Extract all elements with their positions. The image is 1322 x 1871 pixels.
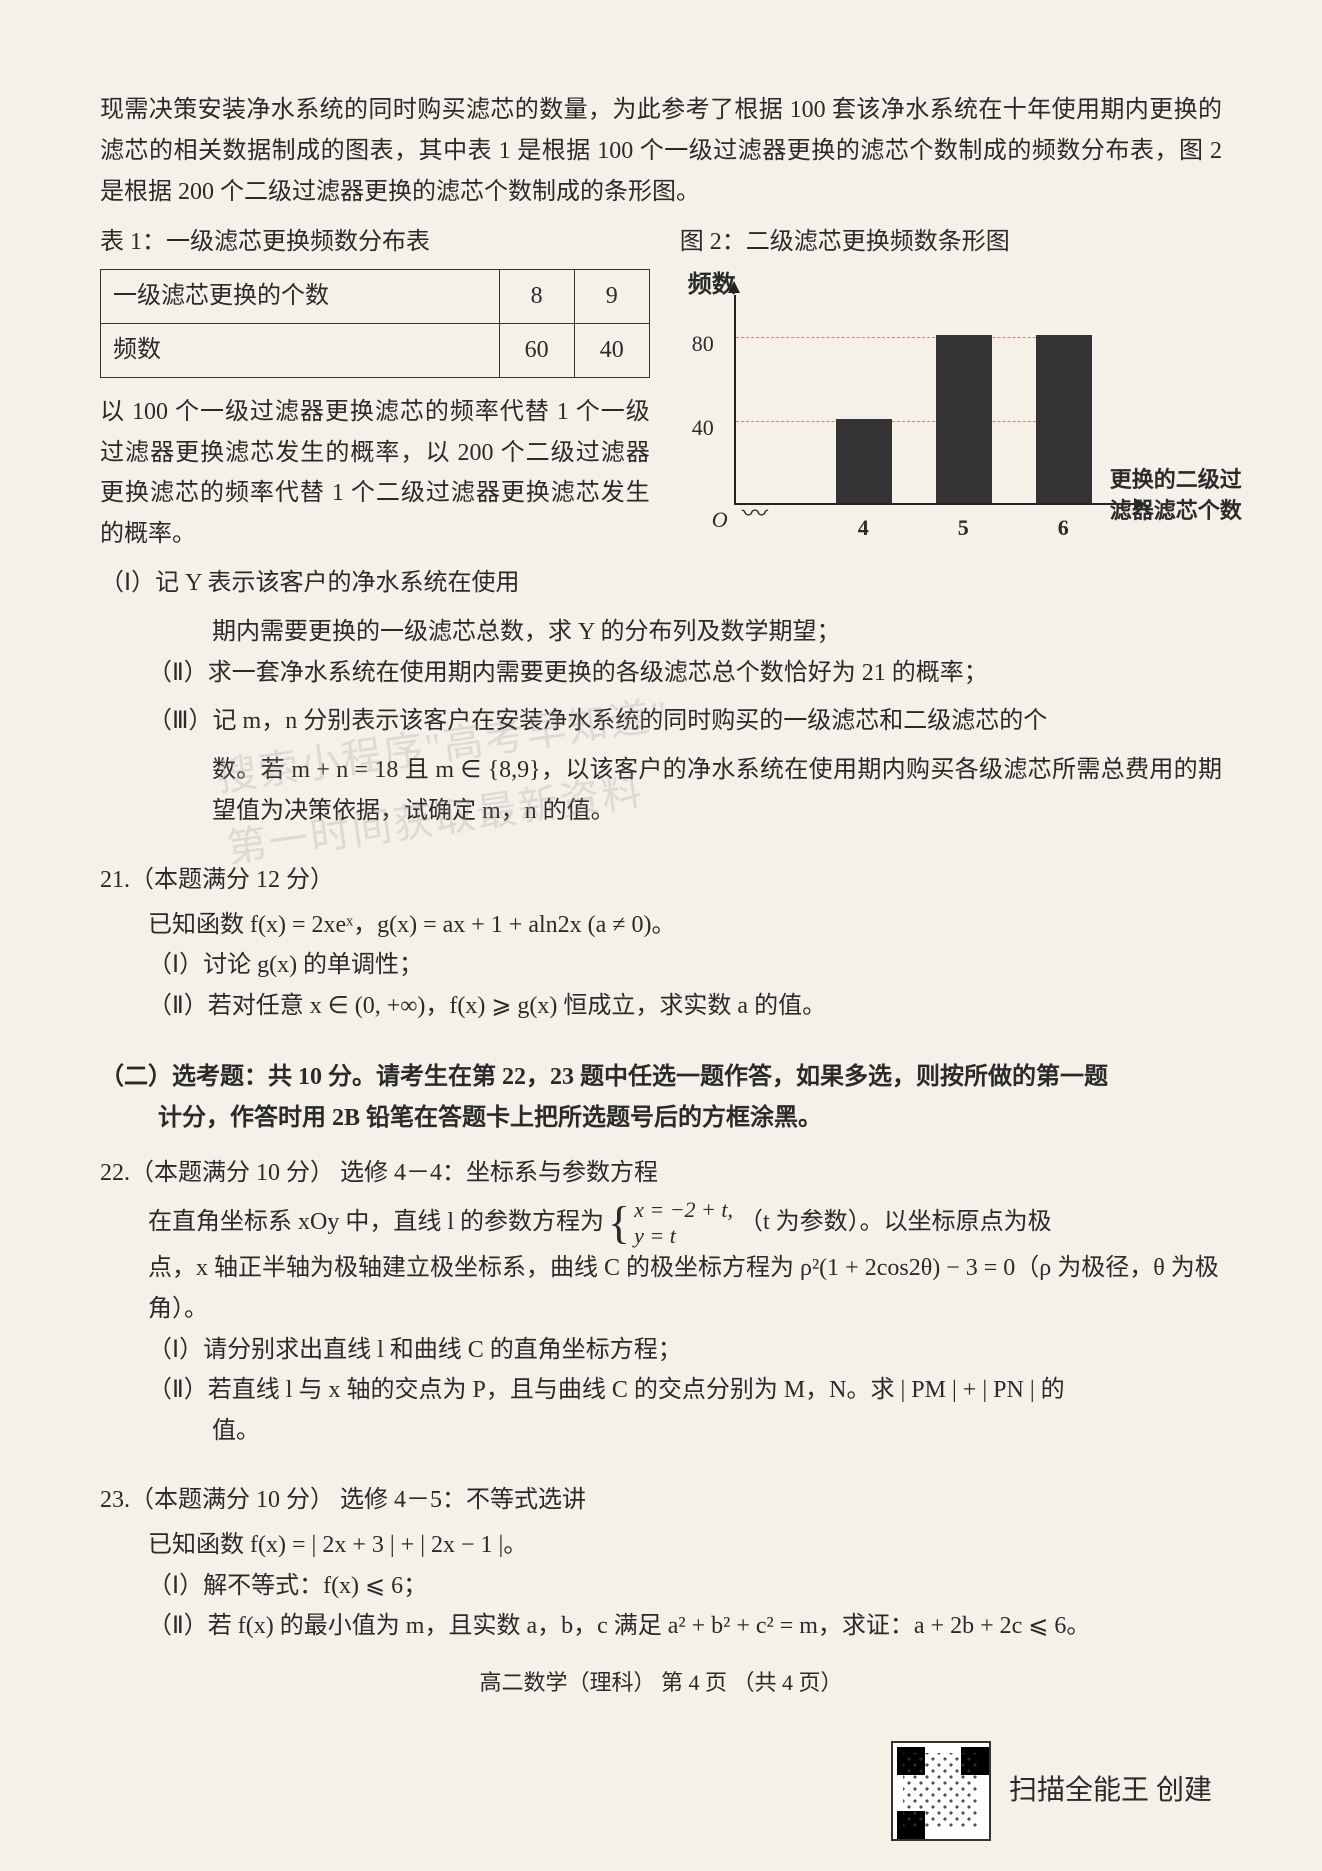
table1-row1-c2: 9 bbox=[574, 270, 649, 324]
q22-line1a: 在直角坐标系 xOy 中，直线 l 的参数方程为 bbox=[148, 1202, 604, 1243]
chart-bar bbox=[936, 335, 992, 503]
brace-icon: { bbox=[608, 1202, 630, 1243]
section2-title-l2: 计分，作答时用 2B 铅笔在答题卡上把所选题号后的方框涂黑。 bbox=[100, 1098, 1222, 1139]
q22-sub1: （Ⅰ）请分别求出直线 l 和曲线 C 的直角坐标方程； bbox=[100, 1330, 1222, 1371]
table1-row2-c2: 40 bbox=[574, 323, 649, 377]
chart-gridline bbox=[736, 421, 1076, 422]
chart-ytick: 40 bbox=[692, 409, 714, 446]
qr-code-icon bbox=[891, 1741, 991, 1841]
q20-sub3b: 数。若 m + n = 18 且 m ∈ {8,9}，以该客户的净水系统在使用期… bbox=[100, 750, 1222, 832]
qr-area: 扫描全能王 创建 bbox=[891, 1741, 1212, 1841]
q22-eq-bot: y = t bbox=[634, 1223, 676, 1248]
q23-line1: 已知函数 f(x) = | 2x + 3 | + | 2x − 1 |。 bbox=[100, 1525, 1222, 1566]
q20-sub1-a: （Ⅰ）记 Y 表示该客户的净水系统在使用 bbox=[100, 563, 650, 604]
chart-origin-label: O bbox=[712, 501, 728, 538]
chart-gridline bbox=[736, 337, 1076, 338]
q23-sub2: （Ⅱ）若 f(x) 的最小值为 m，且实数 a，b，c 满足 a² + b² +… bbox=[100, 1606, 1222, 1647]
q20-sub2: （Ⅱ）求一套净水系统在使用期内需要更换的各级滤芯总个数恰好为 21 的概率； bbox=[100, 653, 1222, 694]
q22-line2: 点，x 轴正半轴为极轴建立极坐标系，曲线 C 的极坐标方程为 ρ²(1 + 2c… bbox=[100, 1248, 1222, 1330]
chart-caption: 图 2：二级滤芯更换频数条形图 bbox=[680, 222, 1222, 263]
q22-head: 22.（本题满分 10 分） 选修 4－4：坐标系与参数方程 bbox=[100, 1153, 1222, 1194]
table1-caption: 表 1：一级滤芯更换频数分布表 bbox=[100, 222, 650, 263]
table1-row1-c1: 8 bbox=[499, 270, 574, 324]
q20-sub3a: （Ⅲ）记 m，n 分别表示该客户在安装净水系统的同时购买的一级滤芯和二级滤芯的个 bbox=[100, 701, 1222, 742]
chart-bar bbox=[1036, 335, 1092, 503]
q22-sub2: （Ⅱ）若直线 l 与 x 轴的交点为 P，且与曲线 C 的交点分别为 M，N。求… bbox=[100, 1370, 1222, 1411]
table1: 一级滤芯更换的个数 8 9 频数 60 40 bbox=[100, 269, 650, 378]
qr-text: 扫描全能王 创建 bbox=[1009, 1767, 1212, 1815]
q22-sub2b: 值。 bbox=[100, 1411, 1222, 1452]
below-chart-paragraph: 以 100 个一级过滤器更换滤芯的频率代替 1 个一级过滤器更换滤芯发生的概率，… bbox=[100, 392, 650, 555]
table1-row1-label: 一级滤芯更换的个数 bbox=[101, 270, 500, 324]
chart-xlabel: 4 bbox=[858, 509, 869, 546]
chart-xaxis-title: 更换的二级过滤器滤芯个数 bbox=[1110, 465, 1280, 527]
chart-xlabel: 5 bbox=[958, 509, 969, 546]
bar-chart: 频数 4080456 〰 O 更换的二级过滤器滤芯个数 bbox=[680, 269, 1222, 549]
y-axis-arrow-icon bbox=[728, 281, 740, 293]
q22-eq-top: x = −2 + t, bbox=[634, 1197, 733, 1222]
chart-ytick: 80 bbox=[692, 325, 714, 362]
table-row: 频数 60 40 bbox=[101, 323, 650, 377]
question-23: 23.（本题满分 10 分） 选修 4－5：不等式选讲 已知函数 f(x) = … bbox=[100, 1480, 1222, 1647]
chart-bar bbox=[836, 419, 892, 503]
chart-xlabel: 6 bbox=[1058, 509, 1069, 546]
intro-paragraph: 现需决策安装净水系统的同时购买滤芯的数量，为此参考了根据 100 套该净水系统在… bbox=[100, 90, 1222, 212]
q21-head: 21.（本题满分 12 分） bbox=[100, 860, 1222, 901]
q21-sub1: （Ⅰ）讨论 g(x) 的单调性； bbox=[100, 945, 1222, 986]
table-row: 一级滤芯更换的个数 8 9 bbox=[101, 270, 650, 324]
table1-row2-label: 频数 bbox=[101, 323, 500, 377]
q23-head: 23.（本题满分 10 分） 选修 4－5：不等式选讲 bbox=[100, 1480, 1222, 1521]
table1-row2-c1: 60 bbox=[499, 323, 574, 377]
q22-line1: 在直角坐标系 xOy 中，直线 l 的参数方程为 { x = −2 + t, y… bbox=[100, 1197, 1222, 1248]
page-footer: 高二数学（理科） 第 4 页 （共 4 页） bbox=[0, 1664, 1322, 1701]
question-22: 22.（本题满分 10 分） 选修 4－4：坐标系与参数方程 在直角坐标系 xO… bbox=[100, 1153, 1222, 1452]
q21-sub2: （Ⅱ）若对任意 x ∈ (0, +∞)，f(x) ⩾ g(x) 恒成立，求实数 … bbox=[100, 986, 1222, 1027]
q20-sub1-b: 期内需要更换的一级滤芯总数，求 Y 的分布列及数学期望； bbox=[100, 612, 1222, 653]
section2-title-l1: （二）选考题：共 10 分。请考生在第 22，23 题中任选一题作答，如果多选，… bbox=[100, 1057, 1222, 1098]
q22-line1b: （t 为参数）。以坐标原点为极 bbox=[739, 1202, 1052, 1243]
question-21: 21.（本题满分 12 分） 已知函数 f(x) = 2xeˣ，g(x) = a… bbox=[100, 860, 1222, 1027]
q23-sub1: （Ⅰ）解不等式：f(x) ⩽ 6； bbox=[100, 1566, 1222, 1607]
axis-break-icon: 〰 bbox=[742, 495, 768, 532]
q21-line1: 已知函数 f(x) = 2xeˣ，g(x) = ax + 1 + aln2x (… bbox=[100, 905, 1222, 946]
